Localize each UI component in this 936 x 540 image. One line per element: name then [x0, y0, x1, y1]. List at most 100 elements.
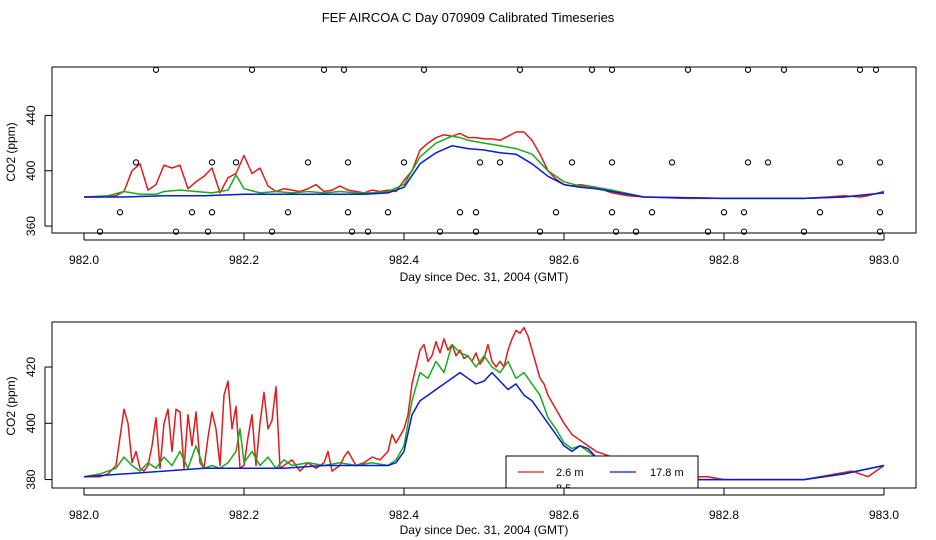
- calibration-point: [876, 159, 884, 166]
- calibration-point: [96, 228, 104, 235]
- y-tick-label: 360: [24, 216, 38, 236]
- calibration-point: [384, 209, 392, 216]
- top-series-group: [83, 131, 885, 200]
- calibration-point: [248, 66, 256, 73]
- top-y-axis: 360 400 440: [24, 105, 52, 236]
- calibration-point: [588, 66, 596, 73]
- calibration-point: [456, 209, 464, 216]
- x-tick-label: 982.8: [709, 508, 739, 522]
- y-tick-label: 420: [24, 357, 38, 377]
- calibration-point: [208, 209, 216, 216]
- legend-label-8-5: 8.5: [556, 483, 571, 495]
- y-tick-label: 400: [24, 160, 38, 180]
- series-line-red: [84, 326, 885, 481]
- bottom-x-axis: 982.0 982.2 982.4 982.6 982.8 983.0: [69, 488, 899, 522]
- calibration-point: [744, 66, 752, 73]
- calibration-point: [344, 159, 352, 166]
- calibration-point: [268, 228, 276, 235]
- calibration-point: [704, 228, 712, 235]
- x-tick-label: 982.6: [549, 508, 579, 522]
- x-tick-label: 982.8: [709, 253, 739, 267]
- x-tick-label: 982.6: [549, 253, 579, 267]
- x-tick-label: 982.0: [69, 253, 99, 267]
- calibration-point: [856, 66, 864, 73]
- top-plot-frame: [51, 66, 917, 234]
- calibration-point: [284, 209, 292, 216]
- x-tick-label: 983.0: [869, 508, 899, 522]
- x-tick-label: 982.4: [389, 253, 419, 267]
- calibration-point: [612, 228, 620, 235]
- calibration-point: [876, 228, 884, 235]
- series-line-red: [84, 131, 885, 200]
- calibration-point: [232, 159, 240, 166]
- calibration-point: [476, 159, 484, 166]
- y-tick-label: 380: [24, 469, 38, 489]
- bottom-plot-frame: [51, 321, 917, 489]
- y-tick-label: 440: [24, 105, 38, 125]
- bottom-y-axis: 380 400 420: [24, 357, 52, 490]
- calibration-point: [568, 159, 576, 166]
- top-panel: 982.0 982.2 982.4 982.6 982.8 983.0 360 400 440…: [4, 66, 917, 284]
- calibration-point: [800, 228, 808, 235]
- calibration-point: [668, 159, 676, 166]
- calibration-point: [720, 209, 728, 216]
- calibration-point: [420, 66, 428, 73]
- calibration-point: [608, 159, 616, 166]
- calibration-point: [764, 159, 772, 166]
- top-points-group: [96, 66, 884, 235]
- calibration-point: [348, 228, 356, 235]
- series-line-green: [83, 135, 885, 200]
- calibration-point: [608, 209, 616, 216]
- calibration-point: [208, 159, 216, 166]
- calibration-point: [744, 159, 752, 166]
- y-tick-label: 400: [24, 413, 38, 433]
- calibration-point: [516, 66, 524, 73]
- calibration-point: [836, 159, 844, 166]
- calibration-point: [340, 66, 348, 73]
- legend-label-2-6m: 2.6 m: [556, 467, 584, 479]
- bottom-panel: 982.0 982.2 982.4 982.6 982.8 983.0 380 400 420…: [4, 321, 917, 537]
- calibration-point: [436, 228, 444, 235]
- x-tick-label: 983.0: [869, 253, 899, 267]
- calibration-point: [632, 228, 640, 235]
- calibration-point: [472, 209, 480, 216]
- calibration-point: [172, 228, 180, 235]
- calibration-point: [872, 66, 880, 73]
- calibration-point: [780, 66, 788, 73]
- calibration-point: [188, 209, 196, 216]
- x-tick-label: 982.4: [389, 508, 419, 522]
- bottom-series-group: [83, 326, 885, 481]
- legend: 2.6 m 17.8 m 8.5: [505, 455, 699, 495]
- calibration-point: [116, 209, 124, 216]
- calibration-point: [472, 228, 480, 235]
- top-x-axis: 982.0 982.2 982.4 982.6 982.8 983.0: [69, 233, 899, 267]
- calibration-point: [496, 159, 504, 166]
- calibration-point: [740, 209, 748, 216]
- calibration-point: [608, 66, 616, 73]
- bottom-y-label: CO2 (ppm): [4, 376, 18, 435]
- calibration-point: [344, 209, 352, 216]
- calibration-point: [320, 66, 328, 73]
- series-line-green: [83, 343, 885, 481]
- figure-title: FEF AIRCOA C Day 070909 Calibrated Times…: [322, 10, 615, 25]
- calibration-point: [364, 228, 372, 235]
- calibration-point: [876, 209, 884, 216]
- calibration-point: [204, 228, 212, 235]
- calibration-point: [152, 66, 160, 73]
- calibration-point: [740, 228, 748, 235]
- x-tick-label: 982.2: [229, 253, 259, 267]
- top-x-label: Day since Dec. 31, 2004 (GMT): [400, 270, 569, 284]
- bottom-x-label: Day since Dec. 31, 2004 (GMT): [400, 523, 569, 537]
- calibration-point: [400, 159, 408, 166]
- calibration-point: [684, 66, 692, 73]
- calibration-point: [132, 159, 140, 166]
- series-line-blue: [84, 145, 885, 200]
- legend-label-17-8m: 17.8 m: [650, 467, 684, 479]
- calibration-point: [536, 228, 544, 235]
- calibration-point: [648, 209, 656, 216]
- x-tick-label: 982.0: [69, 508, 99, 522]
- calibration-point: [816, 209, 824, 216]
- calibration-point: [552, 209, 560, 216]
- calibration-point: [304, 159, 312, 166]
